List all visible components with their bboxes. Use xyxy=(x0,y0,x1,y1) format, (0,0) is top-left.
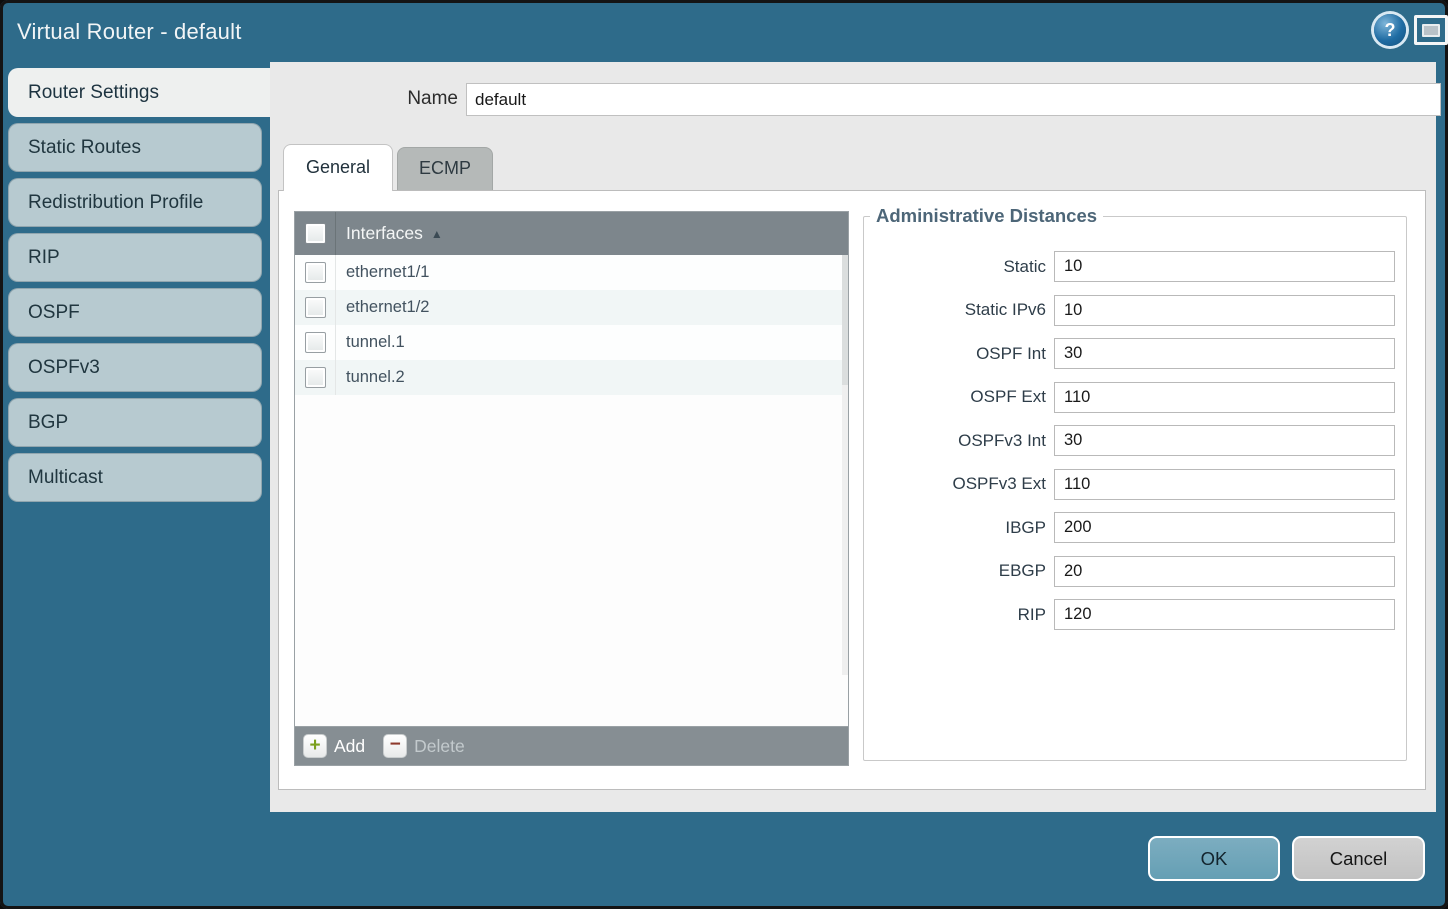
interfaces-column-header[interactable]: Interfaces xyxy=(346,223,423,243)
interface-name: ethernet1/1 xyxy=(346,263,430,281)
scrollbar-thumb[interactable] xyxy=(842,255,848,385)
ibgp-input[interactable] xyxy=(1054,512,1395,543)
administrative-distances-legend: Administrative Distances xyxy=(876,205,1098,226)
rip-label: RIP xyxy=(1017,604,1046,624)
add-icon-glyph: + xyxy=(309,734,321,756)
help-icon[interactable]: ? xyxy=(1374,14,1406,46)
cancel-button[interactable]: Cancel xyxy=(1292,836,1425,881)
row-checkbox[interactable] xyxy=(304,367,326,388)
select-all-cell xyxy=(295,212,336,255)
ospfv3-int-label: OSPFv3 Int xyxy=(958,430,1046,450)
delete-icon: − xyxy=(383,734,408,758)
field-row-static: Static xyxy=(866,251,1404,282)
add-button-label: Add xyxy=(334,735,366,756)
ospfv3-ext-input[interactable] xyxy=(1054,468,1395,500)
row-checkbox[interactable] xyxy=(304,332,326,353)
ebgp-input[interactable] xyxy=(1054,555,1395,587)
table-row[interactable]: ethernet1/2 xyxy=(295,290,848,325)
ebgp-label: EBGP xyxy=(998,561,1046,580)
field-row-static-ipv6: Static IPv6 xyxy=(866,294,1404,326)
ospf-int-input[interactable] xyxy=(1054,338,1395,369)
interface-name: ethernet1/2 xyxy=(346,298,430,316)
name-input[interactable] xyxy=(466,83,1441,116)
dialog-title: Virtual Router - default xyxy=(17,19,242,44)
sidebar-item-redistribution-profile[interactable]: Redistribution Profile xyxy=(8,178,262,227)
ospf-ext-input[interactable] xyxy=(1054,381,1395,413)
interface-name: tunnel.1 xyxy=(346,333,405,351)
sidebar-item-multicast[interactable]: Multicast xyxy=(8,453,262,502)
content-area: Name General ECMP Interfaces ▲ ethernet1… xyxy=(270,62,1441,812)
tab-general[interactable]: General xyxy=(283,144,393,191)
field-row-ospf-ext: OSPF Ext xyxy=(866,381,1404,413)
ok-button[interactable]: OK xyxy=(1148,836,1280,881)
interface-name: tunnel.2 xyxy=(346,368,405,386)
field-row-ebgp: EBGP xyxy=(866,555,1404,587)
table-row[interactable]: tunnel.2 xyxy=(295,360,848,395)
field-row-ibgp: IBGP xyxy=(866,512,1404,543)
window-restore-icon-inner xyxy=(1422,23,1440,37)
static-input[interactable] xyxy=(1054,251,1395,282)
interfaces-table: Interfaces ▲ ethernet1/1 ethernet1/2 tun… xyxy=(294,211,849,766)
table-toolbar: + Add − Delete xyxy=(295,726,848,765)
tab-ecmp[interactable]: ECMP xyxy=(397,147,493,190)
table-empty-area xyxy=(295,255,848,726)
add-button[interactable]: + Add xyxy=(303,734,365,758)
ospfv3-ext-label: OSPFv3 Ext xyxy=(952,474,1046,493)
interfaces-table-header: Interfaces ▲ xyxy=(295,212,848,255)
administrative-distances-fieldset: Administrative Distances Static Static I… xyxy=(863,205,1407,761)
static-ipv6-label: Static IPv6 xyxy=(964,300,1046,319)
static-label: Static xyxy=(1003,256,1046,276)
ibgp-label: IBGP xyxy=(1005,517,1046,537)
ospf-ext-label: OSPF Ext xyxy=(970,387,1046,406)
row-checkbox[interactable] xyxy=(304,262,326,283)
static-ipv6-input[interactable] xyxy=(1054,294,1395,326)
ospf-int-label: OSPF Int xyxy=(976,343,1046,363)
sidebar-item-static-routes[interactable]: Static Routes xyxy=(8,123,262,172)
field-row-ospfv3-int: OSPFv3 Int xyxy=(866,425,1404,456)
field-row-ospf-int: OSPF Int xyxy=(866,338,1404,369)
sidebar-item-router-settings[interactable]: Router Settings xyxy=(8,68,270,117)
rip-input[interactable] xyxy=(1054,599,1395,630)
ospfv3-int-input[interactable] xyxy=(1054,425,1395,456)
sidebar-item-ospfv3[interactable]: OSPFv3 xyxy=(8,343,262,392)
delete-button[interactable]: − Delete xyxy=(383,734,465,758)
add-icon: + xyxy=(303,734,327,758)
sidebar-item-ospf[interactable]: OSPF xyxy=(8,288,262,337)
table-row[interactable]: tunnel.1 xyxy=(295,325,848,360)
delete-icon-glyph: − xyxy=(389,734,401,755)
table-scrollbar[interactable] xyxy=(842,255,848,675)
help-icon-glyph: ? xyxy=(1384,19,1396,40)
select-all-checkbox[interactable] xyxy=(304,223,326,244)
table-row[interactable]: ethernet1/1 xyxy=(295,255,848,290)
general-tab-panel: Interfaces ▲ ethernet1/1 ethernet1/2 tun… xyxy=(278,190,1426,790)
window-restore-icon[interactable] xyxy=(1414,15,1448,45)
sort-ascending-icon[interactable]: ▲ xyxy=(430,226,443,241)
name-label: Name xyxy=(407,88,458,109)
field-row-rip: RIP xyxy=(866,599,1404,630)
sidebar-item-bgp[interactable]: BGP xyxy=(8,398,262,447)
sidebar-item-rip[interactable]: RIP xyxy=(8,233,262,282)
field-row-ospfv3-ext: OSPFv3 Ext xyxy=(866,468,1404,500)
sidebar-nav: Router Settings Static Routes Redistribu… xyxy=(3,62,270,906)
row-checkbox[interactable] xyxy=(304,297,326,318)
delete-button-label: Delete xyxy=(414,735,465,756)
title-bar: Virtual Router - default ? xyxy=(3,3,1448,62)
